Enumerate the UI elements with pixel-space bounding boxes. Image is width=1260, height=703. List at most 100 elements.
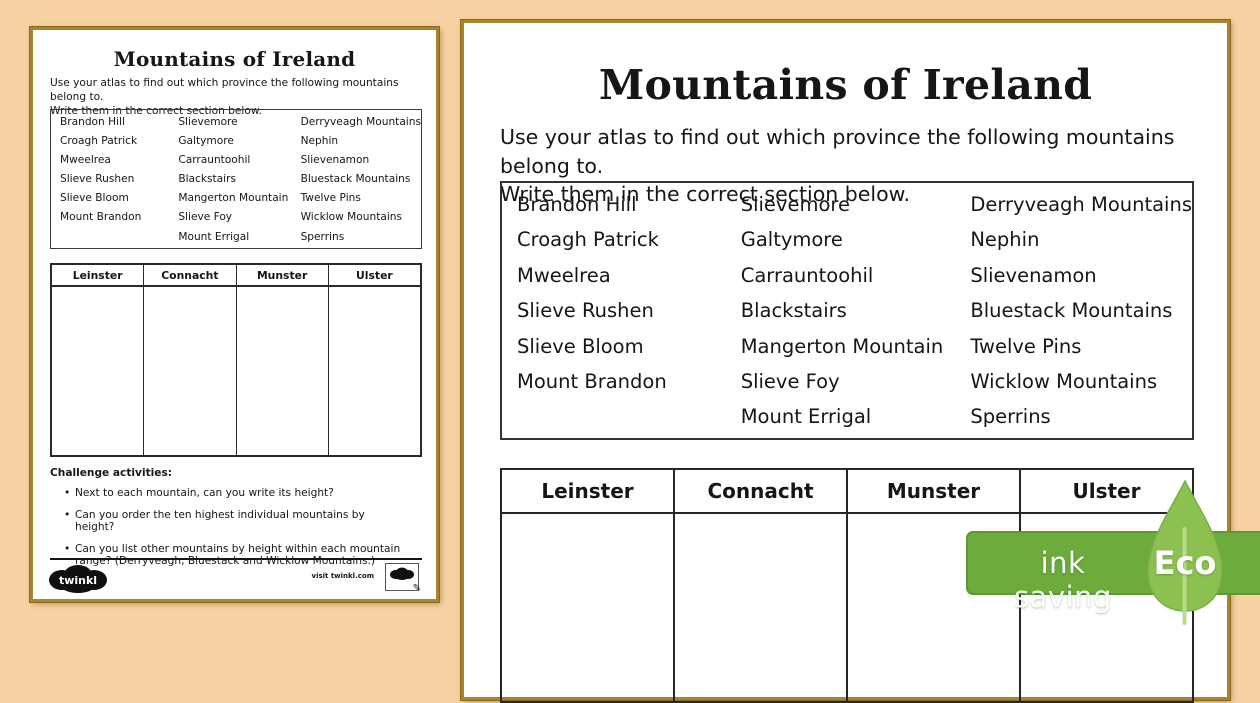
worksheet-preview-screen: { "colors": { "background": "#f8d2a3", "… [30, 20, 1260, 703]
eco-label: Eco [1153, 544, 1217, 582]
mountain-name: Nephin [970, 228, 1040, 252]
page-title: Mountains of Ireland [598, 61, 1093, 109]
mountain-name: Carrauntoohil [740, 263, 874, 287]
mountain-name: Mweelrea [60, 154, 111, 167]
mountain-name: Slievenamon [970, 263, 1097, 287]
page-title: Mountains of Ireland [113, 47, 356, 71]
province-column: Connacht [675, 470, 848, 701]
province-answer-cell [52, 287, 143, 455]
challenge-activities: Challenge activities: • Next to each mou… [50, 467, 422, 577]
instructions-line-1: Use your atlas to find out which provinc… [50, 77, 399, 103]
challenge-item: • Can you order the ten highest individu… [64, 509, 422, 534]
province-table: Leinster Connacht Munster Ulster [50, 263, 422, 457]
mountain-name: Mount Errigal [178, 230, 250, 243]
mountain-name: Mount Brandon [60, 211, 142, 224]
challenge-item: • Next to each mountain, can you write i… [64, 487, 422, 500]
instructions: Use your atlas to find out which provinc… [500, 123, 1206, 209]
province-header-leinster: Leinster [52, 265, 144, 287]
mountain-name: Slieve Foy [178, 211, 233, 224]
mountain-name: Carrauntoohil [178, 154, 251, 167]
province-answer-cell [237, 287, 328, 455]
mountain-column-2: Slievemore Galtymore Carrauntoohil Black… [169, 110, 291, 248]
challenge-item-text: Can you order the ten highest individual… [75, 508, 365, 534]
province-column: Munster [236, 265, 329, 455]
mountain-name: Slievemore [740, 193, 850, 216]
mountain-name: Blackstairs [178, 173, 236, 186]
mountain-name: Slievemore [178, 116, 238, 128]
mountain-name: Slieve Foy [740, 369, 840, 393]
worksheet-thumbnail-page: Mountains of Ireland Use your atlas to f… [30, 27, 439, 602]
province-column: Leinster [502, 470, 675, 701]
mountain-name: Mount Brandon [517, 369, 667, 393]
mountain-name: Twelve Pins [970, 334, 1082, 358]
mountain-name: Wicklow Mountains [300, 211, 403, 224]
challenge-item-text: Next to each mountain, can you write its… [75, 487, 334, 499]
province-answer-cell [144, 287, 235, 455]
eco-leaf-icon [1144, 479, 1226, 625]
visit-twinkl-link: visit twinkl.com [311, 572, 374, 580]
challenge-item-text: Can you list other mountains by height w… [75, 542, 401, 568]
challenge-item: • Can you list other mountains by height… [64, 543, 422, 568]
pencil-icon: ✎ [412, 583, 421, 594]
mountain-column-1: Brandon Hill Croagh Patrick Mweelrea Sli… [502, 183, 726, 438]
mountain-name: Blackstairs [740, 299, 847, 323]
mountain-name: Nephin [300, 135, 339, 148]
twinkl-logo-text: twinkl [59, 574, 97, 587]
instructions: Use your atlas to find out which provinc… [50, 76, 426, 118]
mountain-name: Sperrins [300, 230, 345, 243]
ink-saving-label: ink saving [1014, 546, 1112, 614]
province-answer-cell [329, 287, 420, 455]
instructions-line-2: Write them in the correct section below. [500, 182, 911, 206]
mountain-name: Derryveagh Mountains [970, 193, 1192, 216]
mountain-name: Mangerton Mountain [178, 192, 289, 205]
mountain-name: Slieve Bloom [517, 334, 644, 358]
mountain-name: Sperrins [970, 405, 1051, 429]
mountain-name: Mweelrea [517, 263, 611, 287]
mountain-name: Twelve Pins [300, 192, 361, 205]
province-header-connacht: Connacht [675, 470, 846, 514]
mountain-name: Brandon Hill [517, 193, 637, 216]
province-column: Ulster [328, 265, 420, 455]
mountain-name: Bluestack Mountains [970, 299, 1173, 323]
mountain-list-box: Brandon Hill Croagh Patrick Mweelrea Sli… [50, 109, 422, 249]
twinkl-logo: twinkl [47, 563, 109, 599]
instructions-line-2: Write them in the correct section below. [50, 105, 262, 117]
mountain-column-2: Slievemore Galtymore Carrauntoohil Black… [726, 183, 956, 438]
mountain-name: Mount Errigal [740, 405, 872, 429]
twinkl-cloud-icon [390, 567, 414, 580]
mountain-name: Slieve Rushen [60, 173, 135, 186]
province-column: Leinster [52, 265, 145, 455]
bullet-icon: • [64, 542, 71, 555]
mountain-name: Galtymore [740, 228, 843, 252]
twinkl-quality-badge: ✎ [385, 563, 421, 594]
footer-divider [50, 558, 422, 560]
mountain-name: Brandon Hill [60, 116, 125, 128]
province-header-munster: Munster [848, 470, 1019, 514]
worksheet-main-page: Mountains of Ireland Use your atlas to f… [461, 20, 1230, 703]
instructions-line-1: Use your atlas to find out which provinc… [500, 125, 1175, 178]
province-column: Connacht [144, 265, 237, 455]
bullet-icon: • [64, 487, 71, 499]
province-answer-cell [675, 514, 846, 701]
province-header-leinster: Leinster [502, 470, 673, 514]
mountain-list-box: Brandon Hill Croagh Patrick Mweelrea Sli… [500, 181, 1194, 440]
mountain-name: Galtymore [178, 135, 234, 148]
province-header-ulster: Ulster [328, 265, 420, 287]
mountain-column-1: Brandon Hill Croagh Patrick Mweelrea Sli… [51, 110, 169, 248]
mountain-name: Wicklow Mountains [970, 369, 1158, 393]
province-answer-cell [502, 514, 673, 701]
mountain-name: Croagh Patrick [60, 135, 138, 148]
province-header-munster: Munster [236, 265, 328, 287]
mountain-name: Croagh Patrick [517, 228, 659, 252]
mountain-column-3: Derryveagh Mountains Nephin Slievenamon … [292, 110, 421, 248]
twinkl-cloud-icon [49, 565, 107, 593]
mountain-name: Slieve Rushen [517, 299, 654, 323]
province-header-connacht: Connacht [144, 265, 236, 287]
challenge-heading: Challenge activities: [50, 467, 172, 479]
bullet-icon: • [64, 508, 71, 521]
province-header-ulster: Ulster [1021, 470, 1192, 514]
province-column: Ulster [1021, 470, 1192, 701]
mountain-name: Slievenamon [300, 154, 370, 167]
mountain-name: Slieve Bloom [60, 192, 129, 205]
mountain-name: Bluestack Mountains [300, 173, 411, 186]
